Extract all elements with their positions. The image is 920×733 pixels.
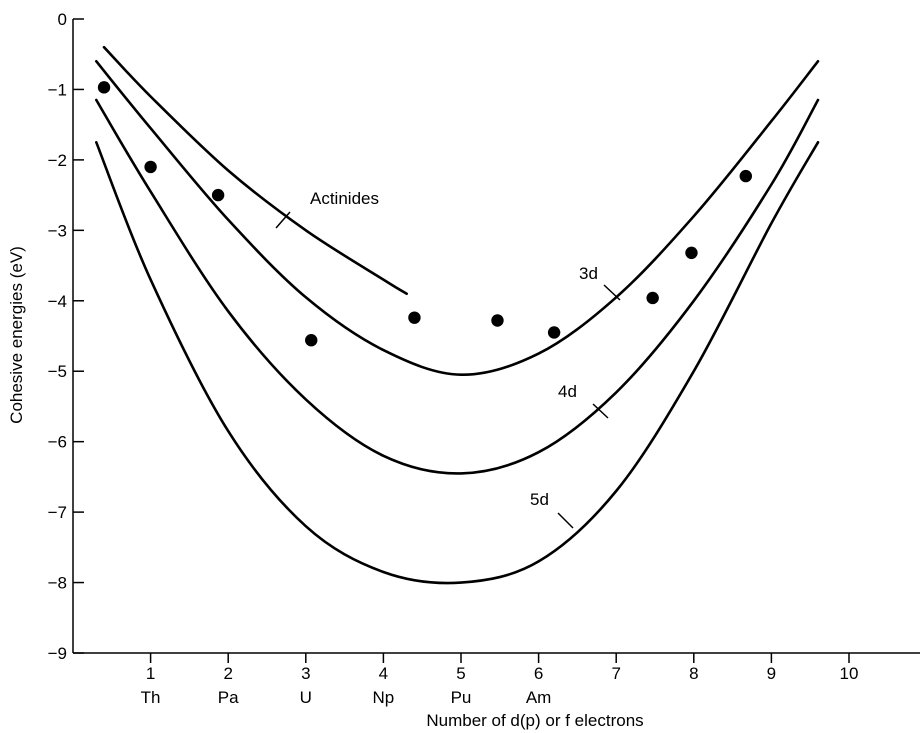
label-5d: 5d xyxy=(530,490,549,509)
x-tick-label: 5 xyxy=(456,664,465,683)
series-3d-line xyxy=(95,60,820,377)
leader-line-actinides xyxy=(275,211,291,229)
label-4d: 4d xyxy=(558,382,577,401)
series-4d-line xyxy=(95,98,820,475)
label-3d: 3d xyxy=(579,264,598,283)
data-point xyxy=(646,291,659,305)
element-label: Pu xyxy=(451,688,472,707)
element-label: Th xyxy=(141,688,161,707)
x-tick-label: 8 xyxy=(689,664,698,683)
element-label: Pa xyxy=(218,688,239,707)
data-point xyxy=(211,188,225,202)
series-actinides-line xyxy=(102,45,408,295)
x-tick-label: 9 xyxy=(767,664,776,683)
data-point xyxy=(739,169,752,183)
leader-line-3d xyxy=(603,284,621,301)
label-actinides: Actinides xyxy=(310,189,379,208)
y-tick-label: −7 xyxy=(48,503,67,522)
leader-line-4d xyxy=(592,403,609,419)
x-tick-label: 4 xyxy=(379,664,388,683)
data-points xyxy=(97,81,752,347)
y-tick-label: 0 xyxy=(58,10,67,29)
data-point xyxy=(491,314,504,327)
x-axis-title: Number of d(p) or f electrons xyxy=(426,711,643,730)
element-label: Am xyxy=(526,688,552,707)
y-tick-label: −3 xyxy=(48,221,67,240)
axes: 0 −1 −2 −3 −4 −5 −6 −7 −8 −9 1 2 3 4 5 6 7 8 9 10 Th Pa U Np Pu A… xyxy=(48,10,920,707)
y-tick-label: −1 xyxy=(48,80,67,99)
data-point xyxy=(97,81,111,94)
series-5d-line xyxy=(95,141,820,585)
curves xyxy=(95,45,820,585)
y-axis-title: Cohesive energies (eV) xyxy=(7,246,26,424)
y-tick-label: −8 xyxy=(48,574,67,593)
data-point xyxy=(144,160,157,174)
y-tick-label: −2 xyxy=(48,151,67,170)
annotations: Actinides 3d 4d 5d xyxy=(275,189,621,529)
data-point xyxy=(305,334,318,347)
element-label: U xyxy=(300,688,312,707)
y-tick-label: −9 xyxy=(48,644,67,663)
data-point xyxy=(685,246,698,260)
x-tick-label: 6 xyxy=(534,664,543,683)
x-tick-label: 10 xyxy=(840,664,859,683)
x-tick-label: 1 xyxy=(146,664,155,683)
x-tick-label: 7 xyxy=(611,664,620,683)
data-point xyxy=(408,311,421,324)
x-tick-label: 2 xyxy=(223,664,232,683)
y-tick-label: −6 xyxy=(48,433,67,452)
leader-line-5d xyxy=(557,512,574,529)
element-label: Np xyxy=(373,688,395,707)
y-tick-label: −4 xyxy=(48,292,67,311)
x-tick-label: 3 xyxy=(301,664,310,683)
data-point xyxy=(547,326,561,339)
y-tick-label: −5 xyxy=(48,362,67,381)
